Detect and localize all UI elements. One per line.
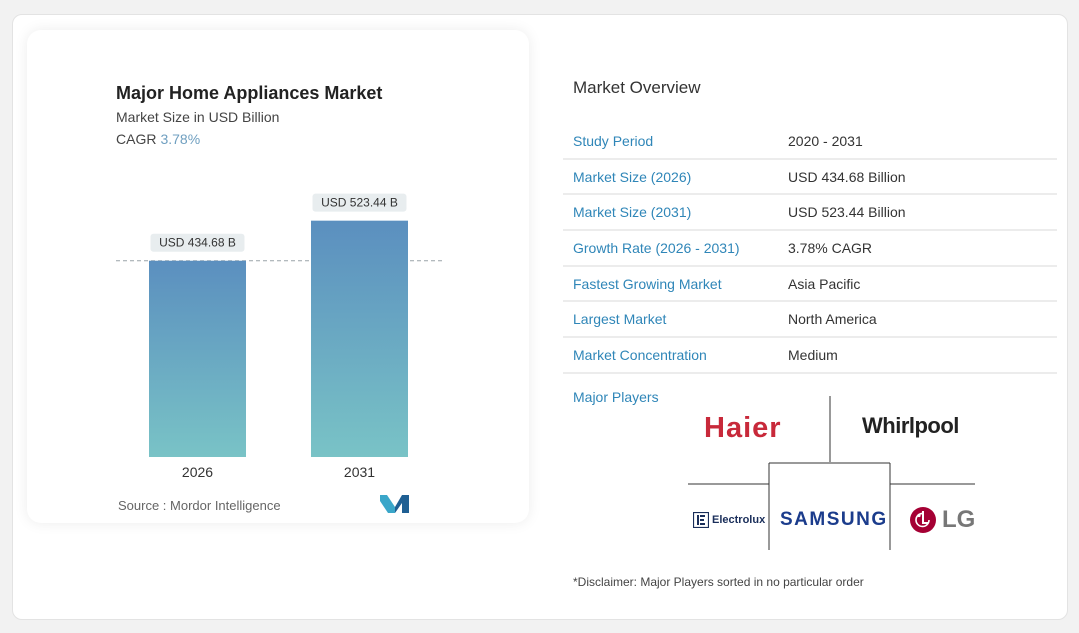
overview-row-concentration: Market Concentration Medium	[563, 338, 1057, 374]
overview-row-study-period: Study Period 2020 - 2031	[563, 124, 1057, 160]
chart-source: Source : Mordor Intelligence	[118, 498, 281, 513]
disclaimer: *Disclaimer: Major Players sorted in no …	[573, 575, 864, 589]
lg-logo-text: LG	[942, 506, 976, 533]
overview-row-growth-rate: Growth Rate (2026 - 2031) 3.78% CAGR	[563, 231, 1057, 267]
samsung-logo: SAMSUNG	[780, 509, 888, 530]
overview-value: USD 523.44 Billion	[788, 204, 906, 221]
overview-key: Fastest Growing Market	[573, 275, 722, 292]
electrolux-mark-icon	[693, 512, 709, 528]
mordor-intelligence-logo-icon	[380, 495, 409, 513]
bar-2026	[149, 260, 246, 457]
overview-value: 3.78% CAGR	[788, 239, 873, 256]
cagr-value: 3.78%	[160, 131, 201, 147]
chart-card	[27, 30, 529, 523]
lg-logo: LG	[909, 506, 975, 534]
overview-value: Medium	[788, 346, 838, 363]
overview-key: Study Period	[573, 132, 654, 149]
overview-key: Market Size (2026)	[573, 168, 692, 185]
major-players-label: Major Players	[573, 389, 659, 405]
chart-title: Major Home Appliances Market	[116, 83, 383, 103]
value-label-bg	[312, 193, 407, 212]
chart-cagr: CAGR 3.78%	[116, 131, 200, 147]
haier-logo: Haier	[704, 412, 782, 444]
overview-table: Study Period 2020 - 2031 Market Size (20…	[563, 124, 1057, 374]
category-label: 2031	[344, 464, 375, 480]
whirlpool-logo: Whirlpool	[862, 413, 959, 438]
overview-value: 2020 - 2031	[788, 132, 863, 149]
overview-row-market-size-2026: Market Size (2026) USD 434.68 Billion	[563, 160, 1057, 196]
cagr-label: CAGR	[116, 131, 157, 147]
category-label: 2026	[182, 464, 213, 480]
overview-key: Largest Market	[573, 311, 667, 328]
overview-value: North America	[788, 311, 877, 328]
value-label-bg	[150, 233, 245, 252]
overview-row-fastest-growing: Fastest Growing Market Asia Pacific	[563, 267, 1057, 303]
overview-value: Asia Pacific	[788, 275, 861, 292]
lg-face-icon	[910, 507, 936, 533]
bar-2031	[311, 220, 408, 457]
overview-key: Growth Rate (2026 - 2031)	[573, 239, 740, 256]
overview-key: Market Size (2031)	[573, 204, 692, 221]
value-label: USD 523.44 B	[321, 196, 398, 210]
overview-title: Market Overview	[573, 78, 701, 97]
overview-row-largest-market: Largest Market North America	[563, 302, 1057, 339]
chart-subtitle: Market Size in USD Billion	[116, 109, 280, 125]
overview-key: Market Concentration	[573, 346, 707, 363]
overview-value: USD 434.68 Billion	[788, 168, 906, 185]
overview-row-market-size-2031: Market Size (2031) USD 523.44 Billion	[563, 195, 1057, 232]
electrolux-logo-text: Electrolux	[712, 514, 766, 526]
value-label: USD 434.68 B	[159, 236, 236, 250]
electrolux-logo: Electrolux	[693, 512, 765, 528]
